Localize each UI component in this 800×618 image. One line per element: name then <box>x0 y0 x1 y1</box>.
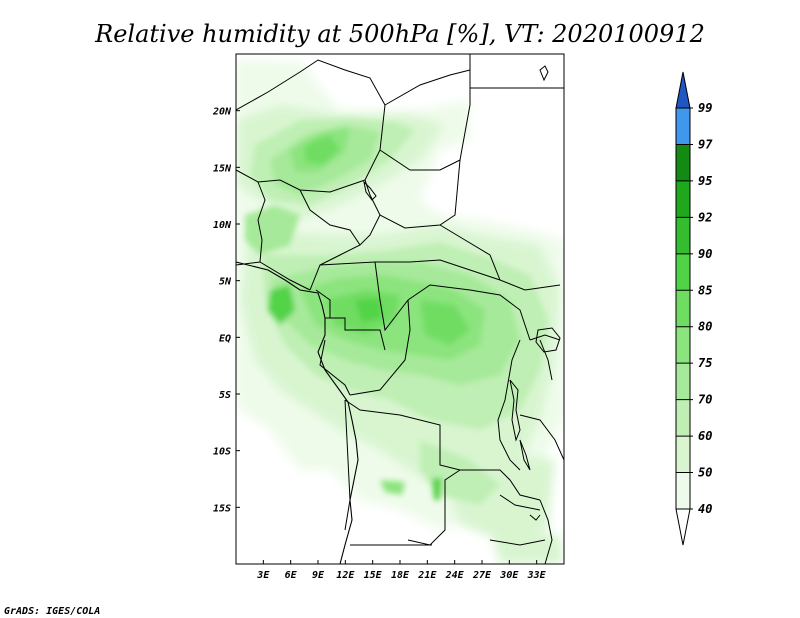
lon-tick-label-5: 18E <box>391 570 410 581</box>
lat-tick-label-3: 5N <box>219 277 232 288</box>
colorbar-below-triangle <box>675 508 691 546</box>
colorbar-label-4: 75 <box>698 356 712 370</box>
lon-tick-label-10: 33E <box>527 570 547 581</box>
lat-tick-label-6: 10S <box>213 447 231 458</box>
colorbar-label-9: 95 <box>698 174 712 188</box>
colorbar-label-5: 80 <box>698 320 712 334</box>
colorbar-segment-7 <box>676 217 690 254</box>
lat-tick-label-0: 20N <box>212 107 232 118</box>
colorbar-label-10: 97 <box>698 137 713 151</box>
colorbar-segment-10 <box>676 108 690 145</box>
lon-tick-label-1: 6E <box>285 570 298 581</box>
lat-tick-label-4: EQ <box>219 333 231 344</box>
colorbar-label-11: 99 <box>698 101 712 115</box>
lat-tick-label-5: 5S <box>219 390 231 401</box>
lon-tick-label-6: 21E <box>417 570 437 581</box>
lon-tick-label-4: 15E <box>364 570 383 581</box>
colorbar-label-1: 50 <box>698 466 712 480</box>
lat-tick-label-2: 10N <box>213 220 232 231</box>
lon-tick-label-0: 3E <box>256 570 270 581</box>
lon-tick-label-9: 30E <box>499 570 519 581</box>
colorbar-above-triangle <box>675 71 691 109</box>
colorbar-segment-2 <box>676 399 690 437</box>
map-area: 3E 6E 9E 12E 15E 18E 21E 24E 27E 30E 33E 20N 15N 10N 5… <box>212 53 565 581</box>
grads-credit: GrADS: IGES/COLA <box>4 606 100 617</box>
colorbar-segment-8 <box>676 180 690 218</box>
coastline <box>236 261 359 564</box>
colorbar-label-0: 40 <box>698 502 712 516</box>
colorbar-segment-4 <box>676 326 690 364</box>
lon-tick-label-7: 24E <box>445 570 465 581</box>
lakes <box>363 65 561 521</box>
lon-tick-label-2: 9E <box>312 570 325 581</box>
lat-tick-label-1: 15N <box>213 163 232 174</box>
axis-ticks: 3E 6E 9E 12E 15E 18E 21E 24E 27E 30E 33E 20N 15N 10N 5… <box>212 107 547 581</box>
colorbar-segment-0 <box>676 472 690 509</box>
colorbar-segment-5 <box>676 290 690 327</box>
colorbar-label-2: 60 <box>698 429 712 443</box>
lon-tick-label-8: 27E <box>472 570 492 581</box>
map-title: Relative humidity at 500hPa [%], VT: 202… <box>94 20 705 48</box>
colorbar-segment-6 <box>676 253 690 291</box>
colorbar-label-7: 90 <box>698 247 712 261</box>
lat-tick-label-7: 15S <box>213 503 231 514</box>
colorbar-segment-9 <box>676 144 690 181</box>
colorbar-label-8: 92 <box>698 210 712 224</box>
country-borders <box>236 54 564 564</box>
colorbar-segment-1 <box>676 436 690 473</box>
colorbar-label-3: 70 <box>698 393 712 407</box>
colorbar-label-6: 85 <box>698 283 712 297</box>
lon-tick-label-3: 12E <box>336 570 355 581</box>
colorbar-segment-3 <box>676 363 690 400</box>
colorbar: 40 50 60 70 75 80 85 90 92 95 97 99 <box>675 71 713 546</box>
humidity-field <box>236 60 564 564</box>
